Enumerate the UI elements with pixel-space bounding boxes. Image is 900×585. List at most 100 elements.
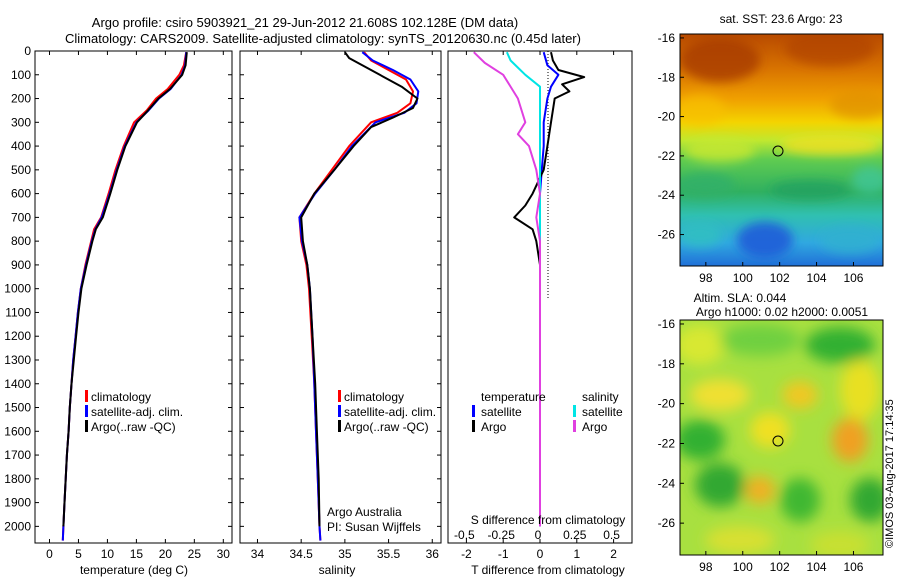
y-tick-label: 400 — [11, 139, 31, 153]
legend-swatch-climatology — [338, 390, 341, 402]
x-tick-label: 1 — [573, 547, 580, 561]
sst-y-ticks: -16 -18 -20 -22 -24 -26 — [658, 31, 684, 242]
temperature-y-ticks: 0 100 200 300 400 500 600 700 800 900 1000 1100 1200… — [4, 44, 232, 533]
x-tick-label: -2 — [461, 547, 472, 561]
x-tick-label: -1 — [498, 547, 509, 561]
series-line-salinity-satellite — [505, 51, 541, 527]
x-tick-label: 35.5 — [377, 547, 401, 561]
y-tick-label: 900 — [11, 258, 31, 272]
x-tick-label: 25 — [188, 547, 202, 561]
s-tick-label: -0.25 — [488, 528, 516, 542]
salinity-axes-box — [239, 50, 442, 544]
salinity-series — [298, 51, 420, 541]
legend-sal-argo: Argo — [582, 420, 608, 434]
sst-argo-position-marker — [772, 145, 784, 157]
x-tick-label: 34 — [251, 547, 265, 561]
x-tick-label: 10 — [101, 547, 115, 561]
series-line-argo-raw-qc- — [300, 51, 419, 527]
x-tick-label: 20 — [159, 547, 173, 561]
salinity-legend: climatology satellite-adj. clim. Argo(..… — [338, 390, 436, 434]
x-tick-label: 15 — [130, 547, 144, 561]
sla-title: Altim. SLA: 0.044 — [694, 291, 787, 305]
temperature-panel: 0100200300400500600700800900100011001200… — [4, 44, 233, 577]
series-line-salinity-argo — [473, 51, 541, 527]
legend-argo: Argo(..raw -QC) — [91, 420, 176, 434]
x-tick-label: 34.5 — [289, 547, 313, 561]
series-line-satellite-adj-clim- — [298, 51, 420, 541]
credit-text: ©IMOS 03-Aug-2017 17:14:35 — [884, 399, 896, 548]
legend-temperature-header: temperature — [481, 390, 546, 404]
s-tick-label: 0 — [535, 528, 542, 542]
legend-climatology: climatology — [344, 390, 404, 404]
sst-map: sat. SST: 23.6 Argo: 23 98 100 102 104 106 -… — [658, 12, 884, 285]
y-tick-label: 1400 — [4, 377, 31, 391]
map-x-tick-label: 102 — [770, 271, 790, 285]
sla-subtitle: Argo h1000: 0.02 h2000: 0.0051 — [696, 305, 868, 319]
sst-heatmap — [680, 34, 883, 266]
difference-series — [473, 51, 586, 527]
map-y-tick-label: -24 — [658, 476, 676, 490]
y-tick-label: 1900 — [4, 496, 31, 510]
map-y-tick-label: -26 — [658, 228, 676, 242]
y-tick-label: 600 — [11, 187, 31, 201]
difference-xlabel: T difference from climatology — [471, 563, 625, 577]
map-y-tick-label: -18 — [658, 70, 676, 84]
y-tick-label: 1700 — [4, 448, 31, 462]
x-tick-label: 36 — [426, 547, 440, 561]
map-y-tick-label: -26 — [658, 516, 676, 530]
s-tick-label: -0.5 — [454, 528, 475, 542]
map-x-tick-label: 106 — [843, 271, 863, 285]
temperature-series — [61, 52, 188, 541]
sst-axes-box — [679, 33, 884, 267]
legend-climatology: climatology — [91, 390, 151, 404]
difference-x-ticks: -2 -1 0 1 2 — [461, 51, 617, 561]
series-line-temperature-satellite — [539, 51, 560, 527]
y-tick-label: 1800 — [4, 472, 31, 486]
y-tick-label: 1600 — [4, 424, 31, 438]
legend-argo: Argo(..raw -QC) — [344, 420, 429, 434]
map-x-tick-label: 98 — [699, 271, 713, 285]
sla-argo-position-marker — [772, 435, 784, 447]
salinity-y-ticks — [240, 50, 441, 527]
y-tick-label: 2000 — [4, 519, 31, 533]
map-x-tick-label: 104 — [807, 560, 827, 574]
y-tick-label: 1100 — [5, 305, 31, 319]
x-tick-label: 0 — [46, 547, 53, 561]
y-tick-label: 100 — [11, 68, 31, 82]
salinity-xlabel: salinity — [319, 563, 356, 577]
series-line-argo-raw-qc- — [62, 52, 188, 527]
x-tick-label: 0 — [537, 547, 544, 561]
sla-axes-box — [679, 319, 884, 556]
map-y-tick-label: -20 — [658, 110, 676, 124]
map-x-tick-label: 104 — [807, 271, 827, 285]
y-tick-label: 1000 — [4, 282, 31, 296]
y-tick-label: 1300 — [4, 353, 31, 367]
legend-swatch-temp-satellite — [472, 405, 475, 417]
y-tick-label: 700 — [11, 210, 31, 224]
annotation-pi: PI: Susan Wijffels — [327, 520, 421, 534]
map-x-tick-label: 102 — [770, 560, 790, 574]
legend-temp-satellite: satellite — [481, 405, 522, 419]
legend-swatch-sal-satellite — [573, 405, 576, 417]
map-y-tick-label: -18 — [658, 357, 676, 371]
legend-sal-satellite: satellite — [582, 405, 623, 419]
legend-swatch-argo — [85, 420, 88, 432]
x-tick-label: 5 — [75, 547, 82, 561]
legend-swatch-satellite — [85, 405, 88, 417]
legend-satellite: satellite-adj. clim. — [91, 405, 183, 419]
s-tick-label: 0.5 — [603, 528, 620, 542]
annotation-argo-australia: Argo Australia — [327, 505, 402, 519]
y-tick-label: 300 — [11, 115, 31, 129]
sst-x-ticks: 98 100 102 104 106 — [699, 262, 864, 285]
difference-xlabel-top: S difference from climatology — [471, 513, 626, 527]
temperature-x-ticks: 0 5 10 15 20 25 30 — [46, 51, 230, 561]
legend-salinity-header: salinity — [582, 390, 619, 404]
x-tick-label: 35 — [338, 547, 352, 561]
map-x-tick-label: 100 — [733, 271, 753, 285]
temperature-axes-box — [34, 50, 233, 544]
difference-panel: -2 -1 0 1 2 T difference from climatology S … — [447, 50, 633, 577]
map-y-tick-label: -24 — [658, 188, 676, 202]
header-line2: Climatology: CARS2009. Satellite-adjuste… — [65, 31, 581, 46]
legend-swatch-temp-argo — [472, 420, 475, 432]
